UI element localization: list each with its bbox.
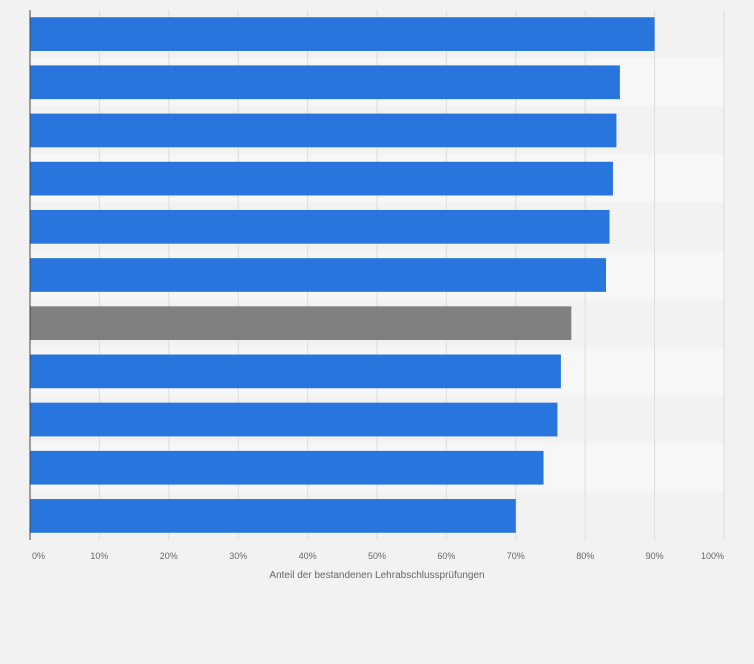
x-tick-label: 100% (701, 551, 724, 561)
x-tick-label: 80% (576, 551, 594, 561)
x-tick-label: 60% (437, 551, 455, 561)
x-axis-ticks: 0% 10% 20% 30% 40% 50% 60% 70% 80% 90% 100% (32, 551, 724, 561)
x-tick-label: 0% (32, 551, 45, 561)
x-axis-label: Anteil der bestandenen Lehrabschlussprüf… (269, 570, 484, 581)
bar (30, 17, 655, 51)
bar (30, 354, 561, 389)
bar (30, 113, 617, 148)
x-tick-label: 40% (299, 551, 317, 561)
bar (30, 499, 516, 533)
bar (30, 258, 607, 292)
x-tick-label: 30% (229, 551, 247, 561)
bar (30, 65, 620, 100)
bar (30, 402, 558, 437)
x-tick-label: 90% (646, 551, 664, 561)
bars (30, 17, 655, 533)
x-tick-label: 10% (90, 551, 108, 561)
x-tick-label: 50% (368, 551, 386, 561)
bar (30, 450, 544, 485)
bar (30, 161, 613, 196)
x-tick-label: 20% (160, 551, 178, 561)
bar (30, 306, 572, 341)
bar (30, 209, 610, 244)
x-tick-label: 70% (507, 551, 525, 561)
